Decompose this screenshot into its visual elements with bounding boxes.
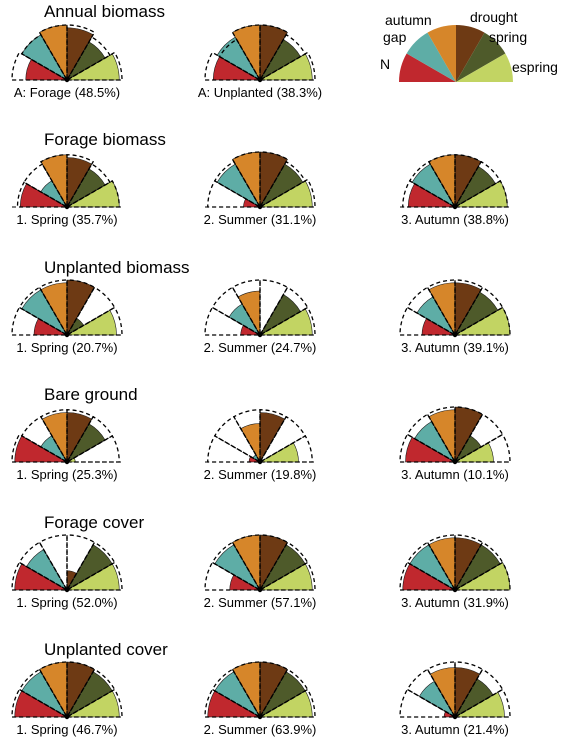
legend-label-N: N xyxy=(380,56,390,72)
centre-dot xyxy=(452,332,458,338)
legend-wedge-autumn xyxy=(427,25,456,82)
panel-label: 1. Spring (35.7%) xyxy=(16,212,117,227)
legend-label-drought: drought xyxy=(470,9,518,25)
section-title-unplanted-biomass: Unplanted biomass xyxy=(44,258,190,277)
outline-spring xyxy=(65,36,111,82)
centre-dot xyxy=(452,459,458,465)
panel: 2. Summer (24.7%) xyxy=(204,279,317,355)
panel-label: A: Unplanted (38.3%) xyxy=(198,85,322,100)
panel-label: A: Forage (48.5%) xyxy=(14,85,120,100)
panel-label: 3. Autumn (39.1%) xyxy=(401,340,509,355)
centre-dot xyxy=(452,714,458,720)
centre-dot xyxy=(257,77,263,83)
panel: 2. Summer (63.9%) xyxy=(204,661,317,737)
wedge-autumn xyxy=(39,24,68,82)
wedge-drought xyxy=(259,151,288,209)
wedge-espring xyxy=(453,307,511,336)
centre-dot xyxy=(257,587,263,593)
panel: 2. Summer (31.1%) xyxy=(204,151,317,227)
outline-N xyxy=(16,181,70,208)
centre-dot xyxy=(257,459,263,465)
panel-label: 1. Spring (25.3%) xyxy=(16,467,117,482)
legend-wedge-drought xyxy=(456,25,485,82)
legend-label-espring: espring xyxy=(512,59,558,75)
centre-dot xyxy=(64,332,70,338)
wedge-drought xyxy=(66,279,95,337)
wedge-drought xyxy=(259,24,288,82)
centre-dot xyxy=(64,587,70,593)
panel: A: Unplanted (38.3%) xyxy=(198,24,322,100)
legend-wedge-espring xyxy=(456,53,513,82)
wedge-espring xyxy=(453,562,511,591)
centre-dot xyxy=(257,332,263,338)
chart-panels: A: Forage (48.5%) A: Unplanted (38.3%) 1. … xyxy=(11,24,511,737)
panel-label: 2. Summer (31.1%) xyxy=(204,212,317,227)
panel-label: 1. Spring (20.7%) xyxy=(16,340,117,355)
centre-dot xyxy=(452,204,458,210)
panel: 1. Spring (20.7%) xyxy=(11,279,123,355)
centre-dot xyxy=(64,714,70,720)
legend-wedges xyxy=(399,25,513,82)
panel-label: 3. Autumn (10.1%) xyxy=(401,467,509,482)
section-title-bare-ground: Bare ground xyxy=(44,385,138,404)
wedge-drought xyxy=(66,661,95,719)
panel: 1. Spring (35.7%) xyxy=(12,154,122,227)
centre-dot xyxy=(257,714,263,720)
panel: 3. Autumn (39.1%) xyxy=(399,279,511,355)
section-title-forage-biomass: Forage biomass xyxy=(44,130,166,149)
panel-label: 3. Autumn (21.4%) xyxy=(401,722,509,737)
panel: 2. Summer (19.8%) xyxy=(204,409,317,482)
centre-dot xyxy=(257,204,263,210)
panel-label: 3. Autumn (38.8%) xyxy=(401,212,509,227)
wedge-drought xyxy=(454,406,483,464)
panel: 2. Summer (57.1%) xyxy=(204,534,317,610)
centre-dot xyxy=(64,77,70,83)
panel: 1. Spring (52.0%) xyxy=(11,534,123,610)
panel: 3. Autumn (38.8%) xyxy=(400,154,510,227)
wedge-drought xyxy=(259,661,288,719)
outline-spring xyxy=(65,163,111,209)
section-title-forage-cover: Forage cover xyxy=(44,513,144,532)
centre-dot xyxy=(64,459,70,465)
legend-label-gap: gap xyxy=(383,29,407,45)
legend-wedge-gap xyxy=(406,32,456,82)
panel-label: 2. Summer (63.9%) xyxy=(204,722,317,737)
outline-gap xyxy=(23,163,69,209)
panel-label: 3. Autumn (31.9%) xyxy=(401,595,509,610)
legend: N gap autumn drought spring espring xyxy=(380,9,558,82)
panel-label: 2. Summer (57.1%) xyxy=(204,595,317,610)
panel: 1. Spring (46.7%) xyxy=(11,661,123,737)
legend-wedge-N xyxy=(399,53,456,82)
panel: 3. Autumn (10.1%) xyxy=(399,406,511,482)
legend-label-spring: spring xyxy=(489,29,527,45)
panel: 3. Autumn (31.9%) xyxy=(399,534,511,610)
panel: A: Forage (48.5%) xyxy=(11,24,123,100)
panel-label: 2. Summer (19.8%) xyxy=(204,467,317,482)
section-title-unplanted-cover: Unplanted cover xyxy=(44,640,168,659)
centre-dot xyxy=(64,204,70,210)
panel: 3. Autumn (21.4%) xyxy=(399,661,511,737)
centre-dot xyxy=(452,587,458,593)
panel-label: 1. Spring (52.0%) xyxy=(16,595,117,610)
section-title-annual-biomass: Annual biomass xyxy=(44,2,165,21)
outline-gap xyxy=(218,38,262,82)
panel: 1. Spring (25.3%) xyxy=(11,409,122,482)
legend-label-autumn: autumn xyxy=(385,12,432,28)
outline-drought xyxy=(66,154,95,210)
panel-label: 2. Summer (24.7%) xyxy=(204,340,317,355)
panel-label: 1. Spring (46.7%) xyxy=(16,722,117,737)
legend-wedge-spring xyxy=(456,32,506,82)
wedge-drought xyxy=(259,534,288,592)
